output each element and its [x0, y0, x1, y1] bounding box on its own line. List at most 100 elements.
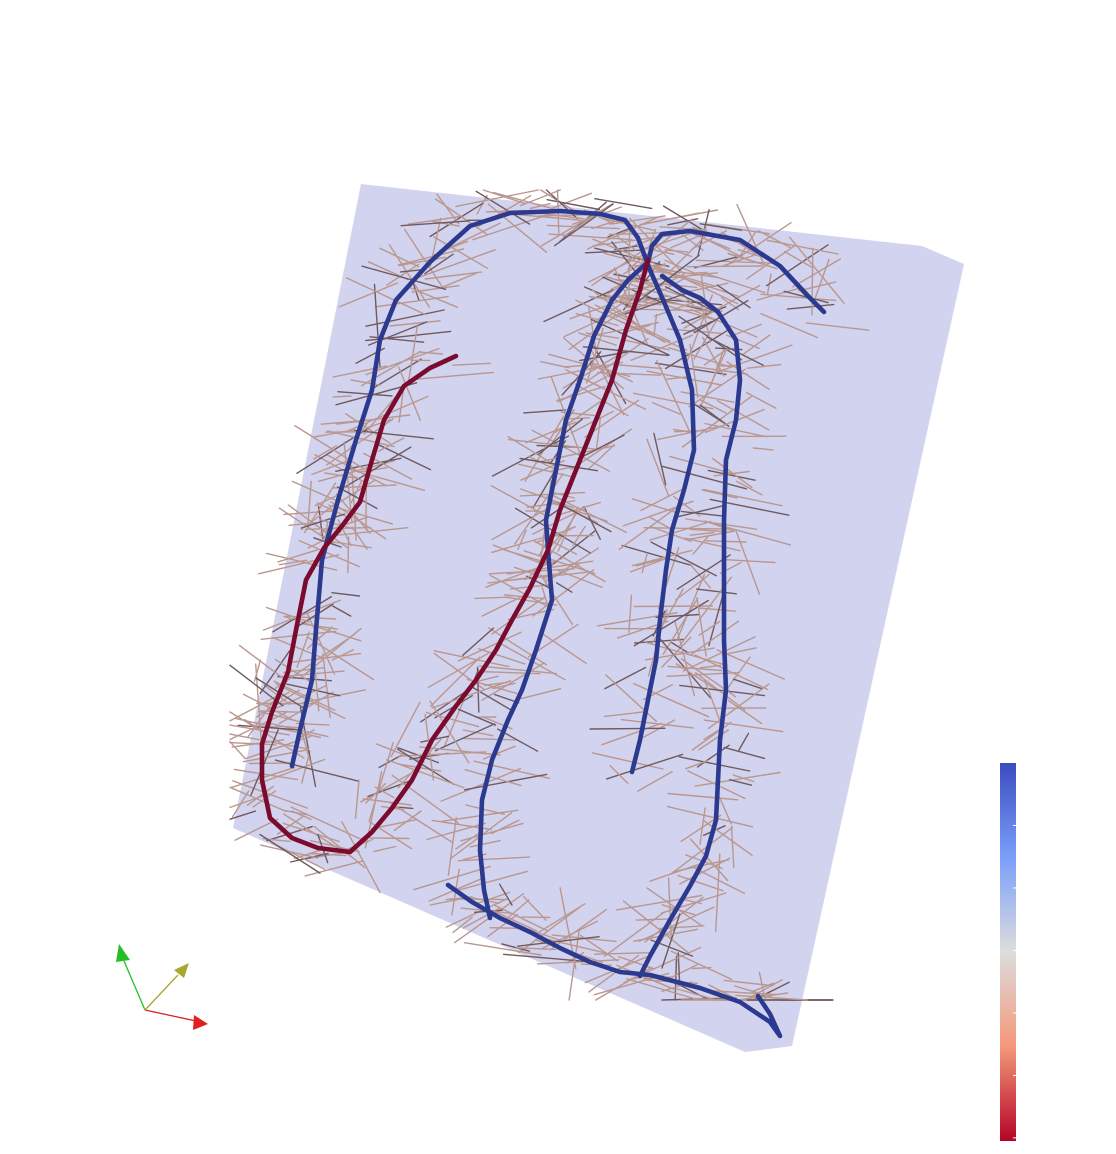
short-fiber	[541, 632, 587, 665]
short-fiber	[593, 345, 627, 405]
short-fiber	[440, 768, 521, 802]
short-fiber	[557, 502, 612, 533]
short-fiber	[664, 286, 713, 311]
short-fiber	[684, 537, 741, 552]
short-fiber	[713, 470, 750, 477]
short-fiber	[704, 520, 734, 532]
short-fiber	[452, 362, 492, 366]
short-fiber	[752, 447, 774, 451]
short-fiber	[431, 680, 512, 709]
short-fiber	[694, 771, 781, 787]
short-fiber	[517, 463, 576, 478]
short-fiber	[683, 277, 739, 305]
short-fiber	[229, 712, 287, 741]
short-fiber	[721, 647, 757, 656]
short-fiber	[546, 198, 601, 211]
short-fiber	[525, 575, 552, 590]
short-fiber	[691, 232, 731, 250]
short-fiber	[715, 853, 721, 933]
short-fiber	[336, 414, 411, 425]
short-fiber	[429, 700, 470, 764]
short-fiber	[407, 286, 459, 308]
short-fiber	[743, 334, 771, 355]
short-fiber	[411, 285, 460, 293]
short-fiber	[233, 768, 299, 781]
short-fiber	[337, 519, 352, 547]
short-fiber	[592, 238, 649, 262]
short-fiber	[595, 416, 602, 451]
short-fiber	[588, 306, 597, 351]
short-fiber	[362, 798, 412, 806]
short-fiber	[653, 313, 658, 336]
short-fiber	[418, 351, 444, 355]
scalar-colorbar	[1000, 763, 1016, 1141]
short-fiber	[649, 520, 712, 541]
short-fiber	[669, 231, 710, 273]
short-fiber	[724, 221, 792, 267]
short-fiber	[805, 322, 870, 331]
short-fiber	[685, 760, 709, 770]
short-fiber	[492, 544, 541, 564]
short-fiber	[275, 683, 346, 720]
short-fiber	[433, 236, 489, 269]
orientation-axes[interactable]	[116, 944, 208, 1030]
short-fiber	[306, 626, 333, 650]
tissue-plane	[233, 184, 964, 1052]
short-fiber	[685, 282, 729, 293]
short-fiber	[728, 779, 753, 786]
short-fiber	[620, 718, 694, 729]
short-fiber	[588, 253, 646, 283]
short-fiber	[229, 711, 263, 733]
short-fiber	[247, 699, 276, 738]
short-fiber	[601, 722, 662, 746]
short-fiber	[569, 292, 643, 320]
y-axis-line	[123, 960, 146, 1011]
short-fiber	[694, 672, 746, 711]
short-fiber	[751, 982, 775, 993]
y-axis-arrowhead	[116, 944, 130, 962]
short-fiber	[572, 525, 586, 547]
blue-fiber-outer-right	[637, 273, 743, 979]
short-fiber	[716, 400, 770, 431]
short-fiber	[313, 445, 338, 460]
short-fiber	[702, 819, 753, 856]
short-fiber	[493, 904, 548, 932]
short-fiber	[646, 887, 702, 926]
short-fiber	[298, 539, 360, 568]
short-fiber	[504, 596, 558, 606]
short-fiber	[696, 597, 707, 657]
short-fiber	[594, 952, 652, 955]
short-fiber	[400, 220, 470, 227]
short-fiber	[424, 271, 483, 280]
short-fiber	[695, 259, 779, 265]
short-fiber	[612, 363, 663, 370]
short-fiber	[590, 318, 670, 356]
short-fiber	[503, 899, 530, 922]
short-fiber	[603, 911, 666, 957]
short-fiber	[307, 613, 336, 675]
short-fiber	[482, 745, 516, 760]
short-fiber	[258, 554, 340, 575]
short-fiber	[519, 189, 561, 207]
short-fiber	[649, 516, 675, 531]
short-fiber	[617, 236, 637, 251]
short-fiber	[723, 979, 774, 987]
short-fiber	[229, 810, 257, 820]
short-fiber	[680, 510, 727, 517]
short-fiber	[313, 429, 356, 438]
short-fiber	[337, 479, 376, 504]
short-fiber	[687, 271, 708, 275]
short-fiber	[386, 759, 465, 789]
short-fiber	[337, 391, 393, 397]
short-fiber	[727, 699, 763, 725]
short-fiber	[473, 760, 550, 779]
short-fiber	[375, 743, 425, 764]
short-fiber	[789, 236, 845, 304]
short-fiber-bundle	[229, 189, 870, 1001]
short-fiber	[365, 782, 387, 804]
short-fiber	[711, 457, 753, 489]
short-fiber	[732, 774, 755, 783]
short-fiber	[492, 682, 516, 690]
short-fiber	[704, 272, 766, 294]
